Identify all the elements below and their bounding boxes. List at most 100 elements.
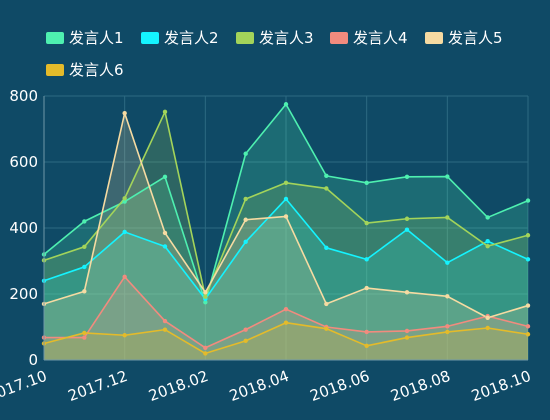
data-point	[283, 196, 289, 202]
data-point	[122, 199, 127, 204]
data-point	[364, 285, 369, 291]
x-tick-label: 2018.08	[388, 367, 452, 405]
data-point	[283, 102, 289, 107]
data-point	[203, 345, 208, 350]
legend-label: 发言人3	[259, 29, 314, 47]
y-tick-label: 200	[9, 285, 38, 303]
data-point	[364, 343, 369, 349]
series-area	[44, 322, 528, 360]
data-point	[485, 315, 490, 320]
data-point	[445, 174, 450, 179]
data-point	[445, 294, 450, 299]
data-point	[243, 217, 248, 222]
data-point	[364, 257, 369, 262]
data-point	[162, 230, 168, 236]
data-point	[203, 351, 208, 356]
data-point	[525, 324, 531, 329]
legend-swatch	[236, 32, 254, 44]
legend-item: 发言人1	[46, 29, 124, 47]
data-point	[485, 215, 490, 220]
series-area	[44, 111, 528, 360]
y-tick-label: 800	[9, 87, 38, 105]
data-point	[485, 325, 490, 331]
series-area	[44, 113, 528, 360]
data-point	[82, 219, 87, 224]
data-point	[243, 151, 248, 156]
data-point	[324, 173, 329, 179]
x-tick-label: 2018.10	[469, 367, 533, 405]
x-tick-label: 2017.10	[0, 367, 49, 405]
legend-swatch	[425, 32, 443, 44]
legend-item: 发言人3	[236, 29, 314, 47]
legend-item: 发言人6	[46, 61, 124, 79]
legend-item: 发言人4	[330, 29, 408, 47]
data-point	[324, 186, 329, 191]
data-point	[404, 335, 410, 340]
data-point	[243, 338, 248, 344]
x-tick-label: 2018.04	[227, 367, 291, 405]
legend-item: 发言人2	[141, 29, 219, 47]
x-tick-label: 2018.06	[308, 367, 372, 405]
data-point	[485, 243, 490, 249]
x-tick-label: 2018.02	[146, 367, 210, 405]
data-point	[162, 109, 168, 115]
legend-label: 发言人2	[164, 29, 219, 47]
legend-swatch	[141, 32, 159, 44]
legend-label: 发言人6	[69, 61, 124, 79]
data-point	[404, 174, 410, 180]
data-point	[445, 260, 450, 265]
data-point	[324, 301, 329, 307]
data-point	[82, 330, 87, 336]
data-point	[283, 320, 289, 325]
data-point	[364, 329, 369, 335]
data-point	[82, 244, 87, 250]
data-point	[485, 239, 490, 244]
data-point	[203, 300, 208, 305]
legend-label: 发言人5	[448, 29, 503, 47]
data-point	[445, 324, 450, 329]
y-tick-label: 400	[9, 219, 38, 237]
data-point	[364, 220, 369, 226]
series-area	[44, 104, 528, 360]
data-point	[404, 216, 410, 221]
legend-swatch	[330, 32, 348, 44]
data-point	[122, 196, 127, 201]
data-point	[203, 290, 208, 295]
data-point	[122, 274, 127, 280]
data-point	[82, 264, 87, 270]
data-point	[162, 174, 168, 180]
data-point	[445, 215, 450, 220]
data-point	[525, 198, 531, 203]
data-point	[404, 227, 410, 232]
data-point	[162, 327, 168, 332]
y-tick-label: 0	[28, 351, 38, 369]
x-tick-label: 2017.12	[66, 367, 130, 405]
grid	[44, 95, 529, 360]
points	[41, 102, 531, 356]
data-point	[122, 110, 127, 116]
x-axis-ticks: 2017.10 2017.12 2018.02 2018.04 2018.06 2018.…	[0, 367, 533, 405]
legend-label: 发言人1	[69, 29, 124, 47]
data-point	[122, 229, 127, 235]
legend-swatch	[46, 64, 64, 76]
data-point	[243, 196, 248, 202]
data-point	[283, 180, 289, 185]
data-point	[162, 318, 168, 324]
data-point	[122, 333, 127, 338]
data-point	[364, 180, 369, 185]
y-axis-ticks: 0 200 400 600 800	[9, 87, 38, 369]
data-point	[243, 327, 248, 332]
data-point	[324, 245, 329, 250]
data-point	[82, 289, 87, 294]
y-tick-label: 600	[9, 153, 38, 171]
data-point	[445, 329, 450, 335]
data-point	[324, 326, 329, 331]
data-point	[525, 332, 531, 337]
legend: 发言人1 发言人2 发言人3 发言人4 发言人5 发言人6	[46, 29, 503, 79]
legend-swatch	[46, 32, 64, 44]
data-point	[203, 294, 208, 299]
data-point	[162, 244, 168, 249]
data-point	[283, 306, 289, 312]
